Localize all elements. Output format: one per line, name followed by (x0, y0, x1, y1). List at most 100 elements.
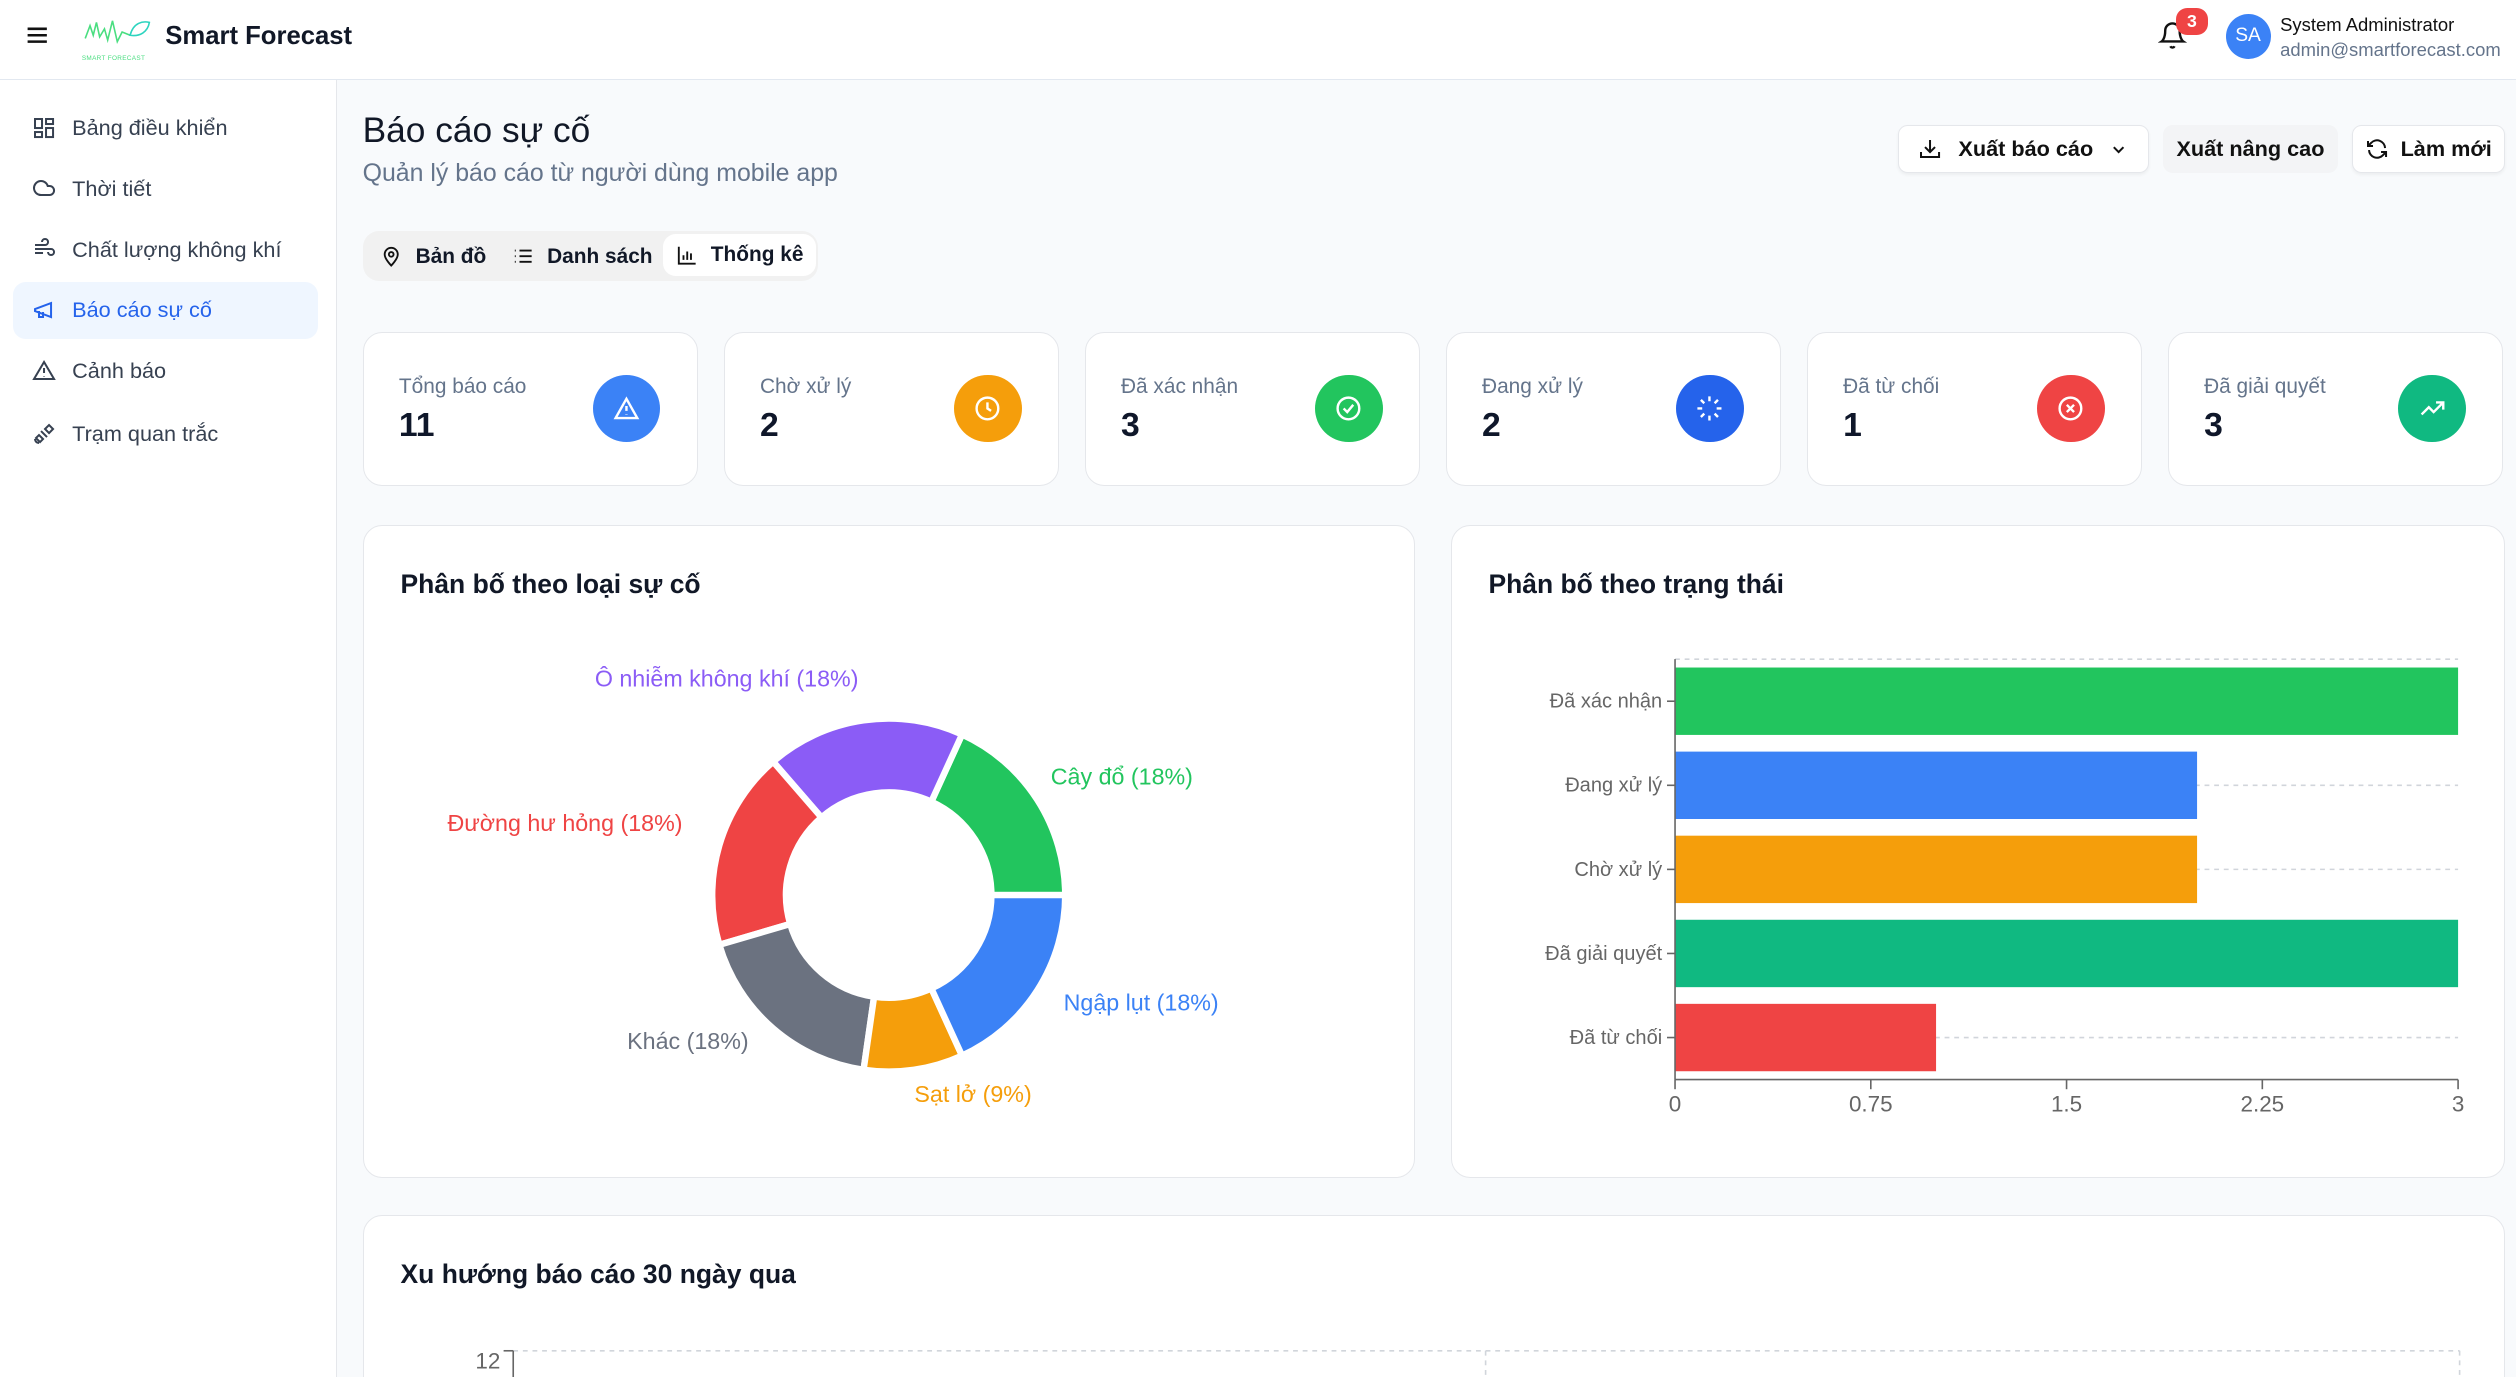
bar[interactable] (1674, 751, 2197, 819)
y-tick-label: Đã xác nhận (1549, 690, 1662, 712)
sidebar-item-alerts[interactable]: Cảnh báo (13, 343, 318, 399)
trending-up-icon (2398, 374, 2466, 443)
stat-label: Chờ xử lý (759, 374, 852, 398)
notification-badge: 3 (2175, 8, 2208, 36)
sidebar: Bảng điều khiển Thời tiết Chất lượng khô… (0, 80, 337, 1377)
export-report-label: Xuất báo cáo (1958, 136, 2094, 162)
chart-title: Phân bố theo loại sự cố (400, 569, 701, 600)
export-report-dropdown[interactable]: Xuất báo cáo (1898, 125, 2149, 174)
menu-toggle-button[interactable] (26, 24, 48, 53)
stat-card: Đang xử lý 2 (1445, 332, 1782, 487)
pie-slice[interactable] (768, 715, 966, 822)
chart-title: Xu hướng báo cáo 30 ngày qua (400, 1258, 796, 1289)
stat-value: 11 (398, 406, 435, 444)
stat-card: Đã từ chối 1 (1806, 332, 2143, 487)
avatar[interactable]: SA (2225, 14, 2271, 60)
status-chart-card: Phân bố theo trạng thái Đã xác nhận Đang … (1450, 524, 2505, 1178)
y-tick-label: 12 (475, 1348, 500, 1373)
pie-slice-label: Ngập lụt (18%) (1063, 989, 1218, 1015)
y-tick-label: Đã giải quyết (1545, 943, 1662, 965)
stat-label: Tổng báo cáo (398, 374, 527, 398)
pie-slice[interactable] (714, 919, 878, 1074)
stat-value: 3 (2204, 406, 2223, 444)
hamburger-icon (27, 27, 47, 43)
check-circle-icon (1315, 374, 1383, 443)
bar[interactable] (1674, 919, 2458, 987)
stat-value: 2 (759, 406, 779, 444)
x-circle-icon (2037, 374, 2105, 443)
tab-map[interactable]: Bản đồ (367, 237, 499, 276)
refresh-button[interactable]: Làm mới (2352, 125, 2505, 174)
sidebar-item-weather[interactable]: Thời tiết (13, 160, 318, 216)
incident-type-chart-card: Phân bố theo loại sự cố Cây đổ (18%) Ô nh… (362, 524, 1416, 1178)
refresh-icon (2367, 139, 2388, 159)
alert-triangle-icon (593, 374, 661, 443)
y-tick-label: Chờ xử lý (1574, 859, 1662, 881)
dashboard-icon (34, 117, 55, 138)
refresh-label: Làm mới (2400, 136, 2492, 162)
page-subtitle: Quản lý báo cáo từ người dùng mobile app (362, 158, 838, 187)
notifications-button[interactable]: 3 (2157, 8, 2208, 57)
sidebar-item-label: Chất lượng không khí (72, 236, 282, 262)
bar-chart: Đã xác nhận Đang xử lý Chờ xử lý Đã giải qu… (1545, 658, 2464, 1116)
page-title: Báo cáo sự cố (362, 110, 591, 150)
sidebar-item-label: Trạm quan trắc (72, 421, 219, 447)
logo-text: SMART FORECAST (81, 55, 146, 63)
stat-label: Đã giải quyết (2204, 374, 2326, 398)
megaphone-icon (34, 302, 53, 319)
bell-icon (2157, 22, 2188, 49)
sidebar-item-dashboard[interactable]: Bảng điều khiển (13, 99, 318, 155)
stat-card: Đã giải quyết 3 (2167, 332, 2504, 487)
bar[interactable] (1674, 835, 2197, 903)
sidebar-item-label: Bảng điều khiển (72, 114, 228, 140)
sidebar-item-air-quality[interactable]: Chất lượng không khí (13, 221, 318, 277)
pie-slice[interactable] (926, 729, 1069, 898)
donut-chart: Cây đổ (18%) Ô nhiễm không khí (18%) Đường… (447, 664, 1218, 1107)
pie-slice-label: Khác (18%) (627, 1028, 748, 1054)
stat-label: Đang xử lý (1482, 374, 1583, 398)
user-name: System Administrator (2280, 14, 2455, 36)
line-chart: 12 (475, 1348, 2461, 1377)
cloud-icon (33, 180, 56, 197)
y-tick-label: Đã từ chối (1569, 1027, 1662, 1049)
user-email: admin@smartforecast.com (2280, 38, 2501, 60)
chevron-down-icon (2113, 146, 2125, 154)
tab-label: Bản đồ (415, 244, 487, 268)
loader-icon (1676, 374, 1744, 443)
logo: SMART FORECAST (81, 16, 156, 63)
y-tick-label: Đang xử lý (1565, 774, 1662, 796)
stat-value: 2 (1482, 406, 1501, 444)
stat-label: Đã từ chối (1843, 374, 1940, 398)
x-tick-label: 0.75 (1848, 1091, 1892, 1116)
sidebar-item-incident-reports[interactable]: Báo cáo sự cố (12, 282, 318, 339)
bar[interactable] (1674, 1003, 1936, 1071)
stat-value: 3 (1121, 406, 1140, 444)
tab-statistics[interactable]: Thống kê (662, 234, 817, 276)
warning-icon (32, 360, 56, 381)
stat-card: Tổng báo cáo 11 (362, 332, 698, 487)
bar[interactable] (1674, 667, 2458, 735)
x-tick-label: 3 (2451, 1091, 2464, 1116)
satellite-icon (34, 423, 55, 445)
pie-slice[interactable] (926, 891, 1069, 1060)
pie-slice[interactable] (708, 756, 826, 949)
stat-card: Đã xác nhận 3 (1084, 332, 1421, 487)
x-tick-label: 0 (1668, 1091, 1681, 1116)
advanced-export-button[interactable]: Xuất nâng cao (2163, 125, 2338, 174)
chart-title: Phân bố theo trạng thái (1488, 569, 1785, 600)
list-icon (514, 250, 532, 264)
app-name: Smart Forecast (165, 22, 353, 51)
sidebar-item-stations[interactable]: Trạm quan trắc (13, 406, 318, 462)
x-tick-label: 2.25 (2240, 1091, 2284, 1116)
trend-chart-card: Xu hướng báo cáo 30 ngày qua 12 (362, 1214, 2505, 1377)
wind-icon (35, 238, 56, 257)
tab-label: Danh sách (547, 244, 653, 268)
pie-slice-label: Ô nhiễm không khí (18%) (594, 664, 858, 691)
x-tick-label: 1.5 (2050, 1091, 2081, 1116)
top-header: SMART FORECAST Smart Forecast 3 SA Syste… (0, 0, 2516, 81)
sidebar-item-label: Cảnh báo (72, 358, 167, 384)
map-pin-icon (384, 247, 399, 268)
tab-list[interactable]: Danh sách (499, 237, 665, 276)
stat-label: Đã xác nhận (1121, 374, 1239, 398)
stat-value: 1 (1843, 406, 1862, 444)
